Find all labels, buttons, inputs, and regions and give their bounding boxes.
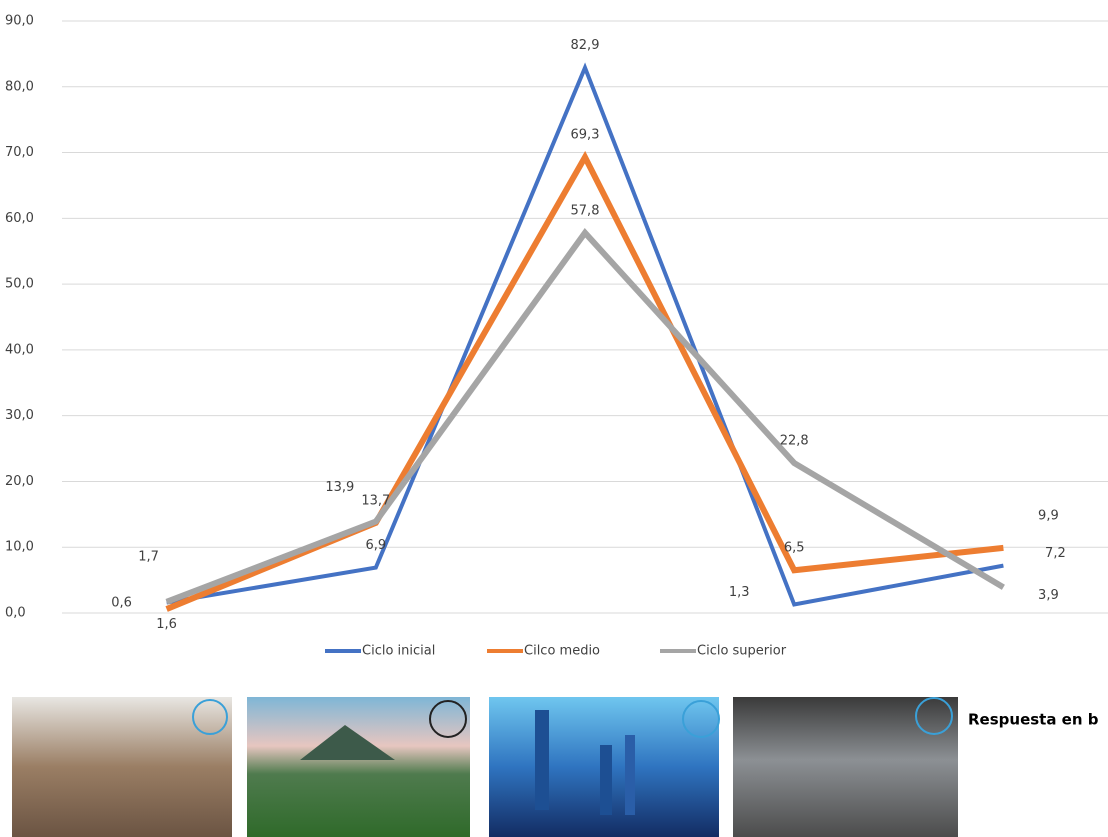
photo xyxy=(12,697,232,837)
series-line xyxy=(165,150,1004,612)
photo xyxy=(733,697,958,837)
y-tick-label: 50,0 xyxy=(5,277,34,292)
tower xyxy=(625,735,635,815)
y-tick-label: 20,0 xyxy=(5,474,34,489)
plot-area: 0,0 10,0 20,0 30,0 40,0 50,0 60,0 70,0 80,0 90,0 1… xyxy=(5,14,1108,632)
data-label: 1,3 xyxy=(729,585,750,600)
tower xyxy=(600,745,612,815)
photo-circle xyxy=(915,697,953,735)
data-label: 0,6 xyxy=(111,596,132,611)
caption: Respuesta en b xyxy=(968,711,1099,729)
y-tick-label: 70,0 xyxy=(5,145,34,160)
y-tick-label: 90,0 xyxy=(5,14,34,29)
data-label: 1,7 xyxy=(138,549,159,564)
series-line xyxy=(165,228,1005,605)
photo xyxy=(247,697,470,837)
y-tick-label: 10,0 xyxy=(5,540,34,555)
y-tick-label: 40,0 xyxy=(5,342,34,357)
mountain xyxy=(300,725,395,760)
series-line xyxy=(166,62,1004,607)
data-label: 6,5 xyxy=(784,541,805,556)
legend-label: Ciclo inicial xyxy=(362,644,435,659)
data-label: 3,9 xyxy=(1038,588,1059,603)
legend-label: Ciclo superior xyxy=(697,644,787,659)
data-label: 9,9 xyxy=(1038,508,1059,523)
photo-circle xyxy=(192,699,228,735)
tower xyxy=(535,710,549,810)
data-label: 22,8 xyxy=(780,434,809,449)
legend-label: Cilco medio xyxy=(524,644,600,659)
data-label: 7,2 xyxy=(1045,546,1066,561)
photo-circle xyxy=(429,700,467,738)
y-tick-label: 0,0 xyxy=(5,606,26,621)
legend: Ciclo inicial Cilco medio Ciclo superior xyxy=(325,644,787,659)
photo-circle xyxy=(682,700,720,738)
data-label: 82,9 xyxy=(571,38,600,53)
data-label: 57,8 xyxy=(571,203,600,218)
data-label: 13,9 xyxy=(325,480,354,495)
photos xyxy=(12,697,958,837)
data-label: 1,6 xyxy=(156,617,177,632)
data-label: 69,3 xyxy=(571,128,600,143)
y-tick-label: 60,0 xyxy=(5,211,34,226)
data-label: 13,7 xyxy=(361,493,390,508)
y-tick-label: 30,0 xyxy=(5,408,34,423)
data-label: 6,9 xyxy=(365,538,386,553)
y-tick-label: 80,0 xyxy=(5,79,34,94)
